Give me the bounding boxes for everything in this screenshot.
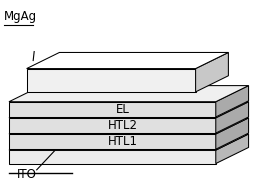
Text: MgAg: MgAg bbox=[4, 10, 37, 23]
Polygon shape bbox=[215, 86, 248, 117]
Text: HTL1: HTL1 bbox=[107, 135, 137, 148]
Polygon shape bbox=[9, 134, 248, 150]
Text: ITO: ITO bbox=[17, 168, 36, 181]
Polygon shape bbox=[9, 102, 248, 118]
Text: EL: EL bbox=[115, 103, 129, 116]
Polygon shape bbox=[9, 150, 215, 164]
Polygon shape bbox=[9, 134, 215, 149]
Polygon shape bbox=[9, 118, 215, 133]
Polygon shape bbox=[26, 69, 195, 92]
Polygon shape bbox=[26, 53, 228, 69]
Polygon shape bbox=[215, 134, 248, 164]
Polygon shape bbox=[9, 102, 215, 117]
Polygon shape bbox=[9, 86, 248, 102]
Polygon shape bbox=[215, 118, 248, 149]
Polygon shape bbox=[195, 53, 228, 92]
Polygon shape bbox=[9, 118, 248, 134]
Text: HTL2: HTL2 bbox=[107, 119, 137, 132]
Polygon shape bbox=[215, 102, 248, 133]
